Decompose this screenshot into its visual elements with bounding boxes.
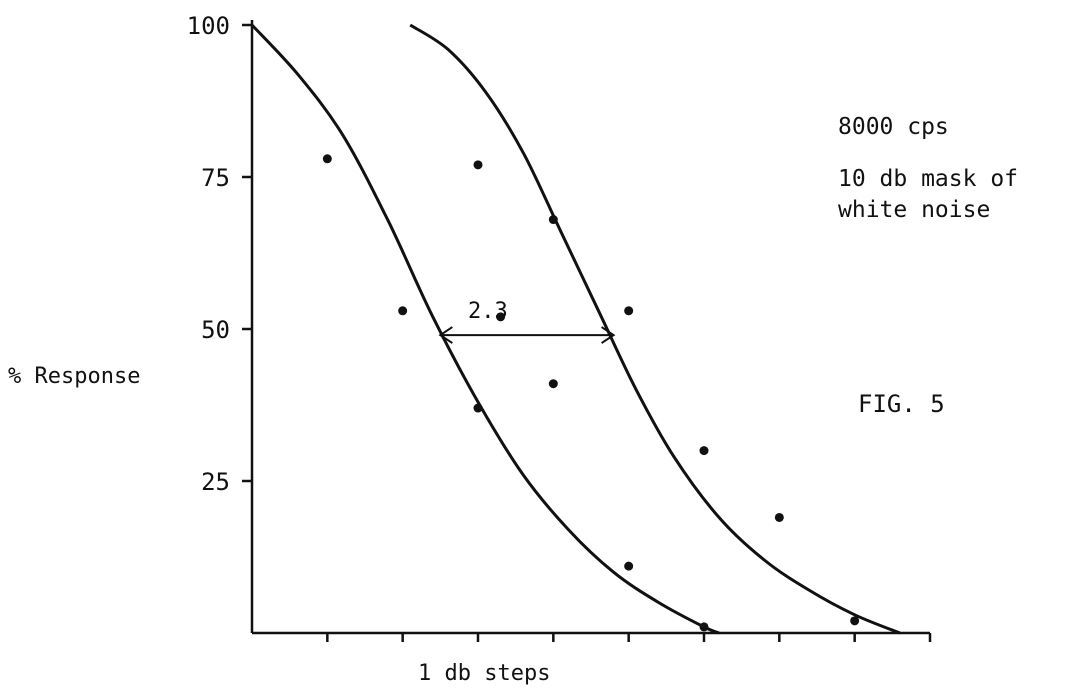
data-point xyxy=(548,215,558,225)
x-axis-label: 1 db steps xyxy=(418,661,550,686)
annotation-arrowhead-left xyxy=(438,326,453,344)
data-point xyxy=(624,306,634,316)
note-frequency: 8000 cps xyxy=(838,114,949,140)
data-point xyxy=(548,379,558,389)
data-point xyxy=(473,160,483,170)
axes: 100 75 50 25 xyxy=(187,12,932,642)
y-tick-label: 50 xyxy=(201,316,230,344)
labels: % Response 1 db steps 8000 cps 10 db mas… xyxy=(8,114,1018,686)
data-point xyxy=(322,154,332,164)
series-curve-1 xyxy=(250,23,720,635)
data-point xyxy=(496,312,506,322)
data-point xyxy=(774,512,784,522)
data-point xyxy=(699,446,709,456)
y-tick-label: 100 xyxy=(187,12,230,40)
data-points xyxy=(322,154,860,632)
figure-label: FIG. 5 xyxy=(858,390,945,418)
annotation-arrowhead-right xyxy=(601,326,616,344)
series-curve-2 xyxy=(409,23,901,635)
y-axis-label: % Response xyxy=(8,364,140,389)
note-mask-line2: white noise xyxy=(838,197,990,223)
data-point xyxy=(398,306,408,316)
data-point xyxy=(699,622,709,632)
data-point xyxy=(624,561,634,571)
data-point xyxy=(850,616,860,626)
data-point xyxy=(473,403,483,413)
note-mask-line1: 10 db mask of xyxy=(838,166,1018,192)
y-tick-label: 25 xyxy=(201,468,230,496)
fitted-curves xyxy=(250,23,901,635)
y-tick-label: 75 xyxy=(201,164,230,192)
annotation-label: 2.3 xyxy=(468,299,508,324)
